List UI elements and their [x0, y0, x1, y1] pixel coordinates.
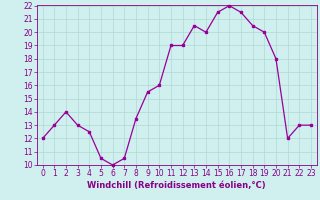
X-axis label: Windchill (Refroidissement éolien,°C): Windchill (Refroidissement éolien,°C) [87, 181, 266, 190]
